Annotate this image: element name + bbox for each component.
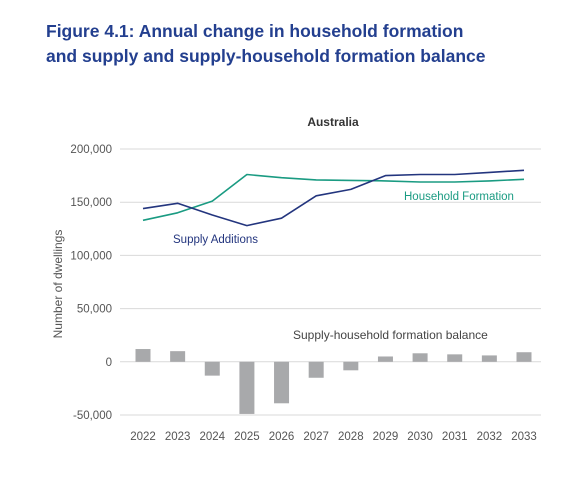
balance-bar (343, 361, 359, 371)
y-tick-label: 200,000 (70, 144, 112, 156)
figure-title-line-1: Figure 4.1: Annual change in household f… (46, 21, 464, 41)
series-lines (142, 169, 525, 227)
figure-title-line-2: and supply and supply-household formatio… (46, 46, 486, 66)
x-tick-label: 2030 (407, 431, 433, 443)
series-label-household-formation: Household Formation (404, 191, 514, 203)
x-tick-label: 2024 (199, 431, 225, 443)
y-tick-labels: 200,000 150,000 100,000 50,000 0 -50,000 (70, 144, 112, 422)
y-tick-label: 100,000 (70, 250, 112, 262)
y-tick-label: 50,000 (77, 304, 112, 316)
balance-bar (377, 356, 393, 362)
balance-bar (170, 351, 186, 362)
x-tick-label: 2028 (338, 431, 364, 443)
balance-bar (239, 361, 255, 414)
x-tick-label: 2031 (442, 431, 468, 443)
series-label-supply-additions: Supply Additions (173, 234, 258, 246)
y-tick-label: -50,000 (73, 410, 112, 422)
x-tick-label: 2029 (373, 431, 399, 443)
y-tick-label: 0 (106, 357, 112, 369)
gridlines (120, 148, 541, 416)
balance-bars (135, 349, 532, 414)
y-axis-label: Number of dwellings (51, 230, 65, 339)
balance-bar (412, 353, 428, 362)
chart-title: Australia (307, 115, 359, 129)
x-tick-label: 2026 (269, 431, 295, 443)
x-tick-label: 2033 (511, 431, 537, 443)
x-tick-label: 2022 (130, 431, 156, 443)
household-formation-line (142, 173, 525, 222)
y-tick-label: 150,000 (70, 197, 112, 209)
balance-bar (204, 361, 220, 376)
x-tick-label: 2027 (303, 431, 329, 443)
balance-bar (274, 361, 290, 404)
figure-title: Figure 4.1: Annual change in household f… (46, 19, 546, 69)
balance-bar (481, 355, 497, 362)
balance-bar (447, 354, 463, 362)
balance-bar (516, 352, 532, 362)
x-tick-label: 2032 (477, 431, 503, 443)
balance-bar (135, 349, 151, 362)
x-tick-label: 2025 (234, 431, 260, 443)
x-tick-label: 2023 (165, 431, 191, 443)
series-label-balance: Supply-household formation balance (293, 328, 488, 342)
x-tick-labels: 2022 2023 2024 2025 2026 2027 2028 2029 2030 2031… (130, 431, 537, 443)
supply-additions-line (142, 169, 525, 227)
balance-bar (308, 361, 324, 378)
